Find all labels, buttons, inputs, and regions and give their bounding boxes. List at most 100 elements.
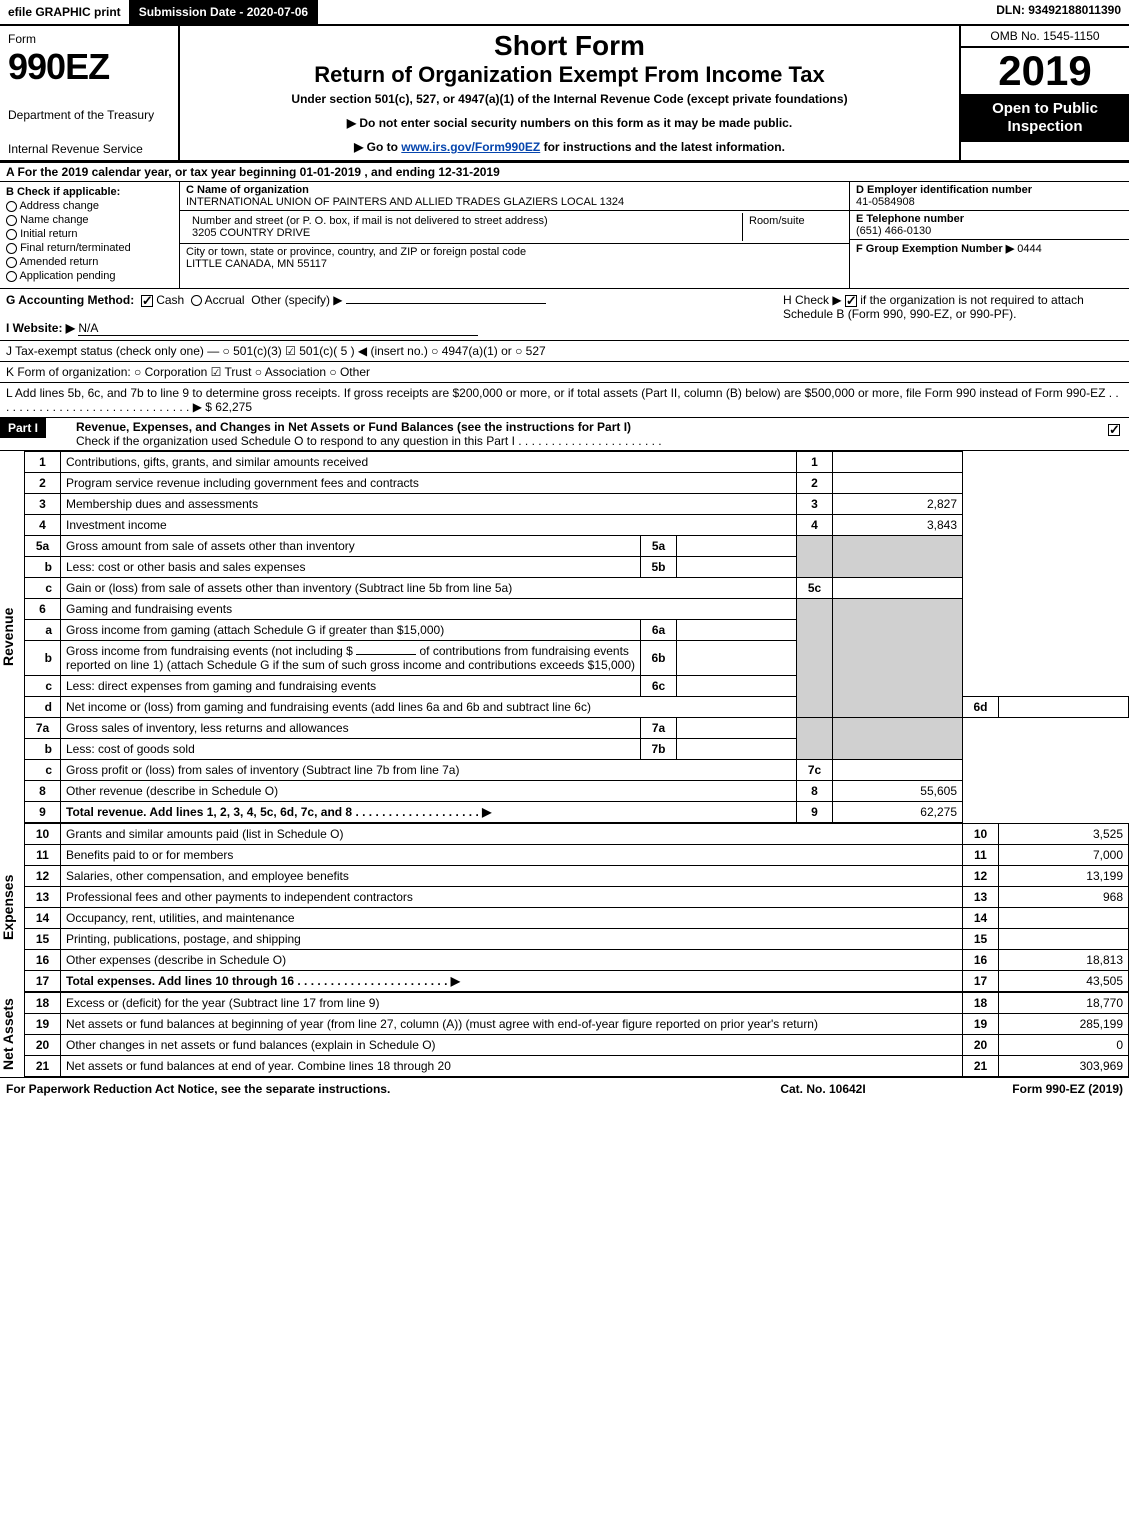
line-18-amt: 18,770 <box>999 993 1129 1014</box>
col-de: D Employer identification number 41-0584… <box>849 182 1129 288</box>
line-5c-amt <box>833 578 963 599</box>
form-header: Form 990EZ Department of the Treasury In… <box>0 26 1129 163</box>
line-14-amt <box>999 908 1129 929</box>
line-4-desc: Investment income <box>61 515 797 536</box>
row-j: J Tax-exempt status (check only one) — ○… <box>0 341 1129 362</box>
line-8-amt: 55,605 <box>833 781 963 802</box>
row-l-amount: 62,275 <box>215 400 252 414</box>
line-5c: c Gain or (loss) from sale of assets oth… <box>25 578 1129 599</box>
row-l-text: L Add lines 5b, 6c, and 7b to line 9 to … <box>6 386 1119 414</box>
line-6b-blank[interactable] <box>356 654 416 655</box>
phone-value: (651) 466-0130 <box>856 225 931 237</box>
line-17-amt: 43,505 <box>999 971 1129 992</box>
line-5a-inner <box>677 536 797 557</box>
line-14-desc: Occupancy, rent, utilities, and maintena… <box>61 908 963 929</box>
ssn-warning: ▶ Do not enter social security numbers o… <box>190 116 949 130</box>
under-section: Under section 501(c), 527, or 4947(a)(1)… <box>190 92 949 106</box>
expenses-table: 10 Grants and similar amounts paid (list… <box>24 823 1129 992</box>
chk-cash[interactable] <box>141 295 153 307</box>
line-18: 18 Excess or (deficit) for the year (Sub… <box>25 993 1129 1014</box>
expenses-wrap: Expenses 10 Grants and similar amounts p… <box>0 823 1129 992</box>
line-13-desc: Professional fees and other payments to … <box>61 887 963 908</box>
line-13: 13 Professional fees and other payments … <box>25 887 1129 908</box>
chk-name-change[interactable]: Name change <box>6 214 173 226</box>
line-6c: c Less: direct expenses from gaming and … <box>25 676 1129 697</box>
acct-method-label: G Accounting Method: <box>6 293 134 307</box>
city-value: LITTLE CANADA, MN 55117 <box>186 258 327 270</box>
line-15: 15 Printing, publications, postage, and … <box>25 929 1129 950</box>
line-17: 17 Total expenses. Add lines 10 through … <box>25 971 1129 992</box>
city-block: City or town, state or province, country… <box>180 244 849 272</box>
revenue-side-label: Revenue <box>0 451 24 823</box>
chk-accrual[interactable] <box>191 295 202 306</box>
other-label: Other (specify) ▶ <box>251 293 342 307</box>
netassets-wrap: Net Assets 18 Excess or (deficit) for th… <box>0 992 1129 1077</box>
line-6a-desc: Gross income from gaming (attach Schedul… <box>61 620 641 641</box>
phone-block: E Telephone number (651) 466-0130 <box>850 211 1129 240</box>
chk-name-change-label: Name change <box>20 214 89 226</box>
line-5b-inner <box>677 557 797 578</box>
line-5c-desc: Gain or (loss) from sale of assets other… <box>61 578 797 599</box>
line-16-amt: 18,813 <box>999 950 1129 971</box>
chk-sched-b[interactable] <box>845 295 857 307</box>
org-name-block: C Name of organization INTERNATIONAL UNI… <box>180 182 849 211</box>
line-3-desc: Membership dues and assessments <box>61 494 797 515</box>
efile-label[interactable]: efile GRAPHIC print <box>0 0 131 24</box>
line-7c: c Gross profit or (loss) from sales of i… <box>25 760 1129 781</box>
line-16: 16 Other expenses (describe in Schedule … <box>25 950 1129 971</box>
part1-check-cell <box>1099 418 1129 450</box>
line-16-desc: Other expenses (describe in Schedule O) <box>61 950 963 971</box>
line-3: 3 Membership dues and assessments 3 2,82… <box>25 494 1129 515</box>
line-18-desc: Excess or (deficit) for the year (Subtra… <box>61 993 963 1014</box>
part1-label-wrap: Part I <box>0 418 70 450</box>
line-7a-desc: Gross sales of inventory, less returns a… <box>61 718 641 739</box>
revenue-body: 1 Contributions, gifts, grants, and simi… <box>24 451 1129 823</box>
line-9-desc: Total revenue. Add lines 1, 2, 3, 4, 5c,… <box>61 802 797 823</box>
city-label: City or town, state or province, country… <box>186 246 526 258</box>
chk-address-change[interactable]: Address change <box>6 200 173 212</box>
org-name-label: C Name of organization <box>186 184 309 196</box>
line-6a-inner <box>677 620 797 641</box>
line-17-desc: Total expenses. Add lines 10 through 16 … <box>61 971 963 992</box>
header-right: OMB No. 1545-1150 2019 Open to Public In… <box>959 26 1129 160</box>
line-4-amt: 3,843 <box>833 515 963 536</box>
line-6c-desc: Less: direct expenses from gaming and fu… <box>61 676 641 697</box>
goto-link[interactable]: www.irs.gov/Form990EZ <box>401 140 540 154</box>
footer-mid: Cat. No. 10642I <box>723 1082 923 1096</box>
website-value: N/A <box>78 321 478 336</box>
line-7a: 7a Gross sales of inventory, less return… <box>25 718 1129 739</box>
chk-app-pending[interactable]: Application pending <box>6 270 173 282</box>
chk-initial-return[interactable]: Initial return <box>6 228 173 240</box>
line-6b-desc: Gross income from fundraising events (no… <box>61 641 641 676</box>
line-10-desc: Grants and similar amounts paid (list in… <box>61 824 963 845</box>
footer-left: For Paperwork Reduction Act Notice, see … <box>6 1082 723 1096</box>
line-6a: a Gross income from gaming (attach Sched… <box>25 620 1129 641</box>
part1-check[interactable] <box>1108 424 1120 436</box>
line-12-desc: Salaries, other compensation, and employ… <box>61 866 963 887</box>
line-10-amt: 3,525 <box>999 824 1129 845</box>
other-specify-input[interactable] <box>346 303 546 304</box>
col-c: C Name of organization INTERNATIONAL UNI… <box>180 182 849 288</box>
chk-amended-return[interactable]: Amended return <box>6 256 173 268</box>
chk-initial-return-label: Initial return <box>20 228 77 240</box>
street-value: 3205 COUNTRY DRIVE <box>192 227 310 239</box>
accrual-label: Accrual <box>205 293 245 307</box>
line-6b-inner <box>677 641 797 676</box>
netassets-table: 18 Excess or (deficit) for the year (Sub… <box>24 992 1129 1077</box>
netassets-side-label: Net Assets <box>0 992 24 1077</box>
line-20-amt: 0 <box>999 1035 1129 1056</box>
header-center: Short Form Return of Organization Exempt… <box>180 26 959 160</box>
row-g-h: G Accounting Method: Cash Accrual Other … <box>0 289 1129 341</box>
line-9: 9 Total revenue. Add lines 1, 2, 3, 4, 5… <box>25 802 1129 823</box>
chk-final-return[interactable]: Final return/terminated <box>6 242 173 254</box>
line-6b: b Gross income from fundraising events (… <box>25 641 1129 676</box>
omb-number: OMB No. 1545-1150 <box>961 26 1129 48</box>
line-14: 14 Occupancy, rent, utilities, and maint… <box>25 908 1129 929</box>
dept-treasury: Department of the Treasury <box>8 108 170 122</box>
line-10: 10 Grants and similar amounts paid (list… <box>25 824 1129 845</box>
line-6c-inner <box>677 676 797 697</box>
line-21-amt: 303,969 <box>999 1056 1129 1077</box>
goto-post: for instructions and the latest informat… <box>544 140 785 154</box>
ein-block: D Employer identification number 41-0584… <box>850 182 1129 211</box>
part1-desc: Revenue, Expenses, and Changes in Net As… <box>70 418 1099 450</box>
